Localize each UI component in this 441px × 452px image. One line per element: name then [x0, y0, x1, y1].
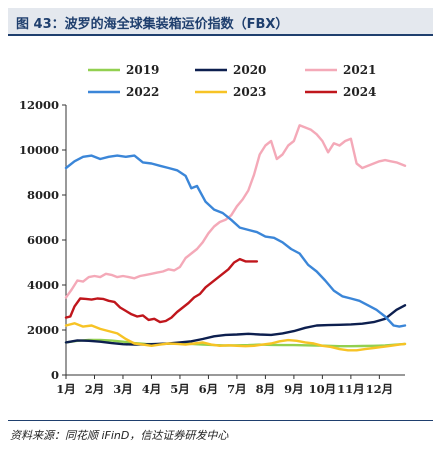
x-tick-label: 3月: [113, 382, 133, 396]
series-line-2021: [64, 124, 407, 299]
legend-label-2023: 2023: [233, 85, 266, 99]
y-tick-label: 4000: [27, 278, 59, 292]
figure-title-bar: 图 43：波罗的海全球集装箱运价指数（FBX）: [8, 8, 433, 36]
x-tick-label: 11月: [337, 382, 365, 396]
x-tick-label: 4月: [142, 382, 162, 396]
source-divider: [8, 420, 433, 421]
series-line-2024: [64, 257, 259, 324]
x-tick-label: 10月: [309, 382, 337, 396]
legend-label-2022: 2022: [126, 85, 159, 99]
series-line-2023: [64, 322, 407, 352]
x-tick-label: 7月: [227, 382, 247, 396]
legend-label-2021: 2021: [343, 63, 376, 77]
legend-label-2020: 2020: [233, 63, 266, 77]
y-tick-label: 10000: [19, 143, 59, 157]
y-tick-label: 12000: [19, 98, 59, 112]
series-line-2020: [64, 304, 407, 346]
x-tick-label: 5月: [170, 382, 190, 396]
y-tick-label: 0: [51, 368, 59, 382]
x-tick-label: 8月: [256, 382, 276, 396]
legend-label-2024: 2024: [343, 85, 376, 99]
source-note: 资料来源：同花顺 iFinD，信达证券研发中心: [10, 429, 229, 442]
figure-title: 图 43：波罗的海全球集装箱运价指数（FBX）: [16, 17, 289, 32]
series-line-2022: [64, 154, 407, 328]
y-tick-label: 8000: [27, 188, 59, 202]
x-tick-label: 6月: [199, 382, 219, 396]
y-tick-label: 6000: [27, 233, 59, 247]
x-tick-label: 2月: [85, 382, 105, 396]
x-tick-label: 1月: [56, 382, 76, 396]
y-tick-label: 2000: [27, 323, 59, 337]
legend-label-2019: 2019: [126, 63, 159, 77]
x-tick-label: 9月: [284, 382, 304, 396]
x-tick-label: 12月: [366, 382, 394, 396]
